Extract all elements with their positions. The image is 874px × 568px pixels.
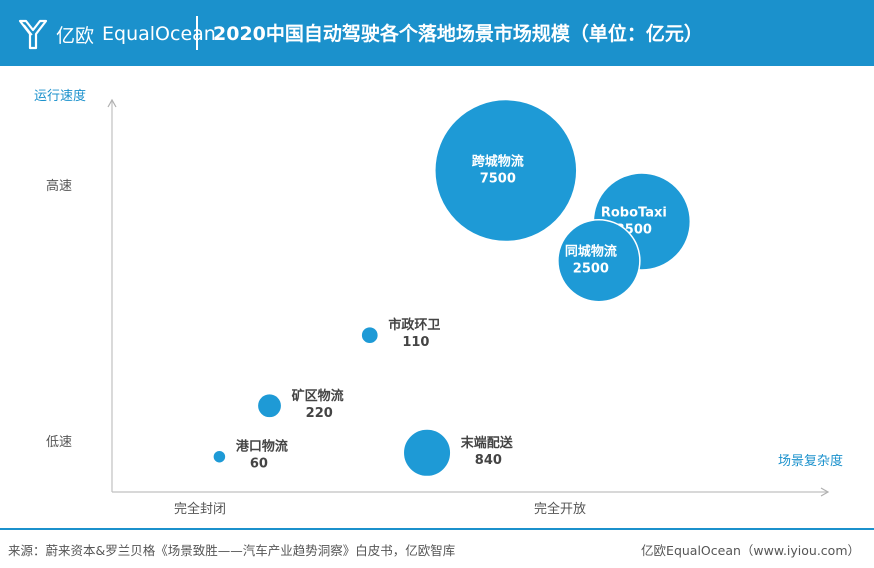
bubble-value-6: 840 [475,453,502,468]
bubble-label-4: 矿区物流 [292,388,344,404]
y-tick-low: 低速 [46,435,72,450]
brand-logo: 亿欧 EqualOcean [18,14,216,54]
bubble-2 [557,218,641,303]
bubble-value-3: 110 [402,335,429,350]
bubble-label-3: 市政环卫 [388,317,440,333]
credit-note: 亿欧EqualOcean（www.iyiou.com） [641,543,860,558]
chart-title: 2020中国自动驾驶各个落地场景市场规模（单位：亿元） [213,23,703,45]
bubble-label-6: 末端配送 [460,435,514,451]
y-axis-label: 运行速度 [34,88,86,104]
bubble-3 [360,325,380,345]
x-tick-closed: 完全封闭 [174,501,226,517]
bubble-5 [212,449,227,464]
bubble-value-2: 2500 [573,262,609,277]
x-axis-label: 场景复杂度 [778,453,843,469]
header-divider [196,16,198,50]
bubble-0 [434,98,578,243]
bubble-value-4: 220 [306,406,333,421]
bubble-label-5: 港口物流 [236,439,288,455]
footer-divider [0,528,874,530]
bubble-label-2: 同城物流 [565,244,617,260]
bubble-6 [402,428,452,478]
header-bar: 亿欧 EqualOcean 2020中国自动驾驶各个落地场景市场规模（单位：亿元… [0,0,874,66]
y-tick-high: 高速 [46,178,72,194]
x-tick-open: 完全开放 [534,501,586,517]
bubble-layer: 跨城物流7500RoboTaxi3500同城物流2500末端配送840矿区物流2… [212,98,692,478]
logo-text-cn: 亿欧 [56,24,95,47]
bubble-value-0: 7500 [480,172,516,187]
equalocean-logo-icon [18,19,48,50]
bubble-4 [256,392,283,419]
source-note: 来源：蔚来资本&罗兰贝格《场景致胜——汽车产业趋势洞察》白皮书，亿欧智库 [8,543,456,558]
bubble-value-5: 60 [250,457,268,472]
bubble-label-1: RoboTaxi [601,206,667,221]
bubble-chart: 运行速度 场景复杂度 高速 低速 完全封闭 完全开放 跨城物流 7500 RoboT… [34,88,843,517]
bubble-label-0: 跨城物流 [472,154,524,170]
logo-text-en: EqualOcean [102,23,216,45]
